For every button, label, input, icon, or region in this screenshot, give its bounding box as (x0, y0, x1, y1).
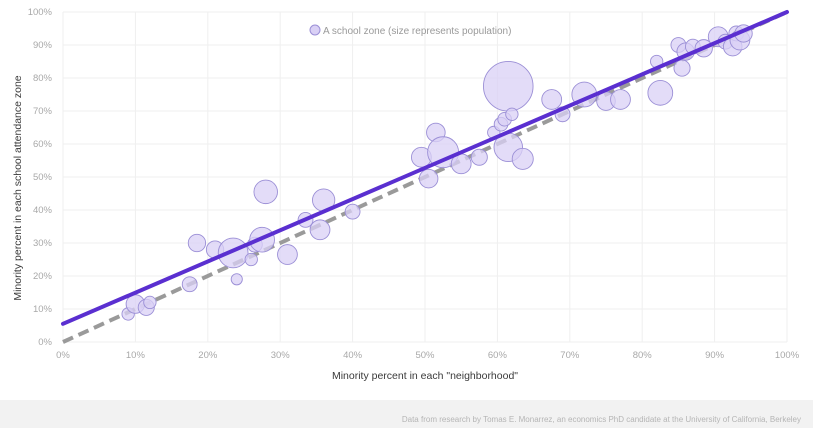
data-point (610, 89, 631, 110)
x-tick-label: 20% (198, 350, 218, 361)
data-point (511, 147, 534, 170)
fit-line-layer (61, 10, 789, 326)
data-point (244, 252, 258, 267)
x-tick-label: 50% (415, 350, 435, 361)
y-tick-label: 50% (33, 172, 53, 183)
y-tick-label: 30% (33, 238, 53, 249)
y-axis-title: Minority percent in each school attendan… (12, 75, 24, 300)
x-tick-label: 40% (343, 350, 363, 361)
y-tick-label: 40% (33, 205, 53, 216)
fit-line (61, 10, 789, 326)
data-point (309, 219, 331, 241)
y-tick-label: 80% (33, 73, 53, 84)
x-tick-label: 0% (56, 350, 70, 361)
data-point (541, 89, 563, 110)
x-tick-label: 100% (775, 350, 800, 361)
x-axis-title: Minority percent in each "neighborhood" (332, 370, 518, 382)
chart-canvas: 0% 10% 20% 30% 40% 50% 60% 70% 80% 90% 100% 0% 10% 20… (12, 7, 800, 382)
data-point (181, 276, 198, 293)
tick-labels: 0% 10% 20% 30% 40% 50% 60% 70% 80% 90% 100% 0% 10% 20… (28, 7, 800, 361)
y-tick-label: 0% (38, 337, 52, 348)
y-tick-label: 20% (33, 271, 53, 282)
x-tick-label: 70% (560, 350, 580, 361)
data-point (277, 244, 298, 265)
data-point (647, 79, 674, 106)
data-point (418, 168, 439, 189)
data-point (187, 233, 207, 253)
data-point (673, 59, 691, 77)
data-point (505, 107, 519, 121)
footer-bar: Data from research by Tomas E. Monarrez,… (0, 400, 813, 428)
x-tick-label: 80% (633, 350, 653, 361)
y-tick-label: 60% (33, 139, 53, 150)
x-tick-label: 60% (488, 350, 508, 361)
data-point (230, 273, 243, 286)
data-point (143, 295, 157, 310)
data-point (470, 148, 488, 166)
y-tick-label: 70% (33, 106, 53, 117)
data-point (483, 61, 534, 112)
scatter-chart: 0% 10% 20% 30% 40% 50% 60% 70% 80% 90% 100% 0% 10% 20… (12, 7, 800, 382)
x-tick-label: 30% (271, 350, 291, 361)
source-note: Data from research by Tomas E. Monarrez,… (401, 415, 801, 424)
data-point (344, 203, 361, 220)
legend-label: A school zone (size represents populatio… (323, 26, 511, 37)
y-tick-label: 10% (33, 304, 53, 315)
x-tick-label: 10% (126, 350, 146, 361)
legend: A school zone (size represents populatio… (309, 24, 511, 37)
legend-bubble-icon (309, 24, 321, 36)
y-tick-label: 100% (28, 7, 53, 18)
x-tick-label: 90% (705, 350, 725, 361)
y-tick-label: 90% (33, 40, 53, 51)
data-point (253, 179, 278, 205)
